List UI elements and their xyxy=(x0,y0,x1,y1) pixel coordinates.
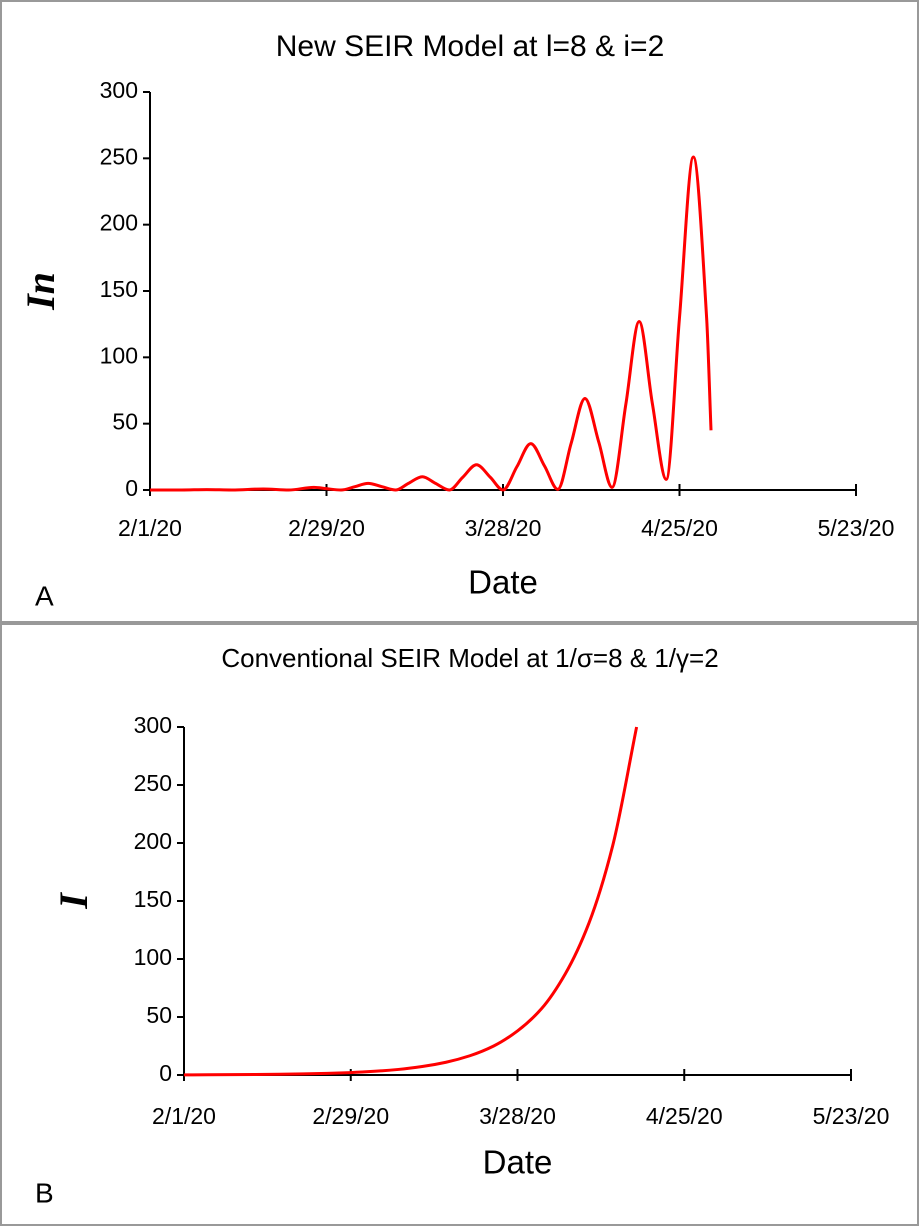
chart-title: Conventional SEIR Model at 1/σ=8 & 1/γ=2 xyxy=(221,643,718,673)
y-tick-label: 200 xyxy=(134,828,172,854)
y-tick-label: 0 xyxy=(159,1060,172,1086)
y-tick-label: 250 xyxy=(134,770,172,796)
y-tick-label: 50 xyxy=(112,409,138,435)
y-tick-label: 50 xyxy=(146,1002,172,1028)
panel-label: B xyxy=(35,1177,54,1208)
x-tick-label: 3/28/20 xyxy=(479,1103,556,1129)
y-tick-label: 250 xyxy=(100,143,138,169)
chart-title: New SEIR Model at l=8 & i=2 xyxy=(276,30,665,63)
y-tick-label: 150 xyxy=(134,886,172,912)
y-tick-label: 300 xyxy=(100,77,138,103)
x-tick-label: 2/1/20 xyxy=(118,515,182,541)
x-axis-label: Date xyxy=(483,1144,553,1181)
y-tick-label: 200 xyxy=(100,210,138,236)
panel-frame xyxy=(0,623,919,1226)
y-axis-label: I xyxy=(51,892,96,910)
panel-label: A xyxy=(35,580,54,611)
y-axis-label: In xyxy=(18,272,63,311)
y-tick-label: 300 xyxy=(134,712,172,738)
x-tick-label: 2/1/20 xyxy=(152,1103,216,1129)
panel-frame xyxy=(0,0,919,623)
x-tick-label: 3/28/20 xyxy=(465,515,542,541)
x-tick-label: 5/23/20 xyxy=(818,515,895,541)
data-line xyxy=(183,726,639,1077)
y-tick-label: 100 xyxy=(134,944,172,970)
y-tick-label: 100 xyxy=(100,342,138,368)
x-tick-label: 4/25/20 xyxy=(646,1103,723,1129)
y-tick-label: 150 xyxy=(100,276,138,302)
x-tick-label: 2/29/20 xyxy=(288,515,365,541)
data-line xyxy=(150,155,713,492)
x-tick-label: 5/23/20 xyxy=(813,1103,890,1129)
y-tick-label: 0 xyxy=(125,475,138,501)
x-axis-label: Date xyxy=(468,564,538,601)
x-tick-label: 2/29/20 xyxy=(312,1103,389,1129)
x-tick-label: 4/25/20 xyxy=(641,515,718,541)
